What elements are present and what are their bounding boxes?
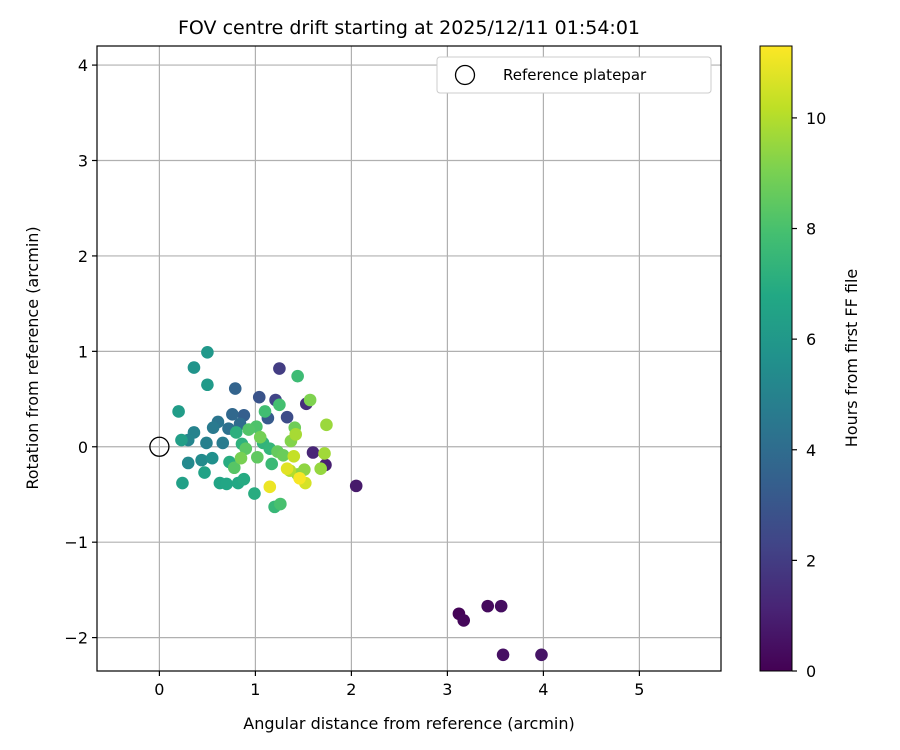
- x-tick-label: 5: [634, 680, 644, 699]
- scatter-point: [242, 423, 255, 436]
- scatter-point: [175, 433, 188, 447]
- x-tick-label: 2: [346, 680, 356, 699]
- chart-title: FOV centre drift starting at 2025/12/11 …: [178, 17, 640, 39]
- scatter-point: [187, 361, 201, 374]
- x-tick-label: 1: [250, 680, 260, 699]
- scatter-point: [176, 476, 189, 490]
- legend: Reference platepar: [436, 56, 712, 94]
- reference-marker: [149, 436, 170, 457]
- scatter-point: [293, 471, 306, 485]
- y-tick-label: −1: [64, 533, 88, 552]
- y-tick-label: −2: [64, 629, 88, 648]
- y-axis-ticks: −2 −1 0 1 2 3 4: [64, 56, 97, 648]
- colorbar-tick-label: 10: [806, 109, 826, 128]
- scatter-point: [276, 449, 290, 462]
- scatter-point: [280, 462, 294, 476]
- scatter-point: [227, 461, 241, 475]
- scatter-point: [228, 382, 242, 395]
- scatter-point: [216, 436, 230, 450]
- scatter-point: [320, 418, 333, 432]
- colorbar-tick-label: 4: [806, 441, 816, 460]
- y-axis-label: Rotation from reference (arcmin): [23, 226, 42, 489]
- scatter-point: [206, 421, 220, 434]
- data-points: [172, 345, 548, 662]
- scatter-point: [274, 497, 287, 511]
- scatter-point: [201, 378, 214, 392]
- scatter-point: [253, 430, 267, 444]
- y-tick-label: 3: [78, 152, 88, 171]
- legend-box: [436, 56, 712, 94]
- colorbar-tick-label: 6: [806, 330, 816, 349]
- scatter-point: [457, 614, 471, 627]
- scatter-point: [220, 477, 233, 491]
- y-tick-label: 2: [78, 247, 88, 266]
- colorbar: [759, 45, 793, 672]
- y-tick-label: 0: [78, 438, 88, 457]
- scatter-point: [248, 487, 261, 500]
- x-axis-ticks: 0 1 2 3 4 5: [154, 671, 644, 699]
- x-axis-label: Angular distance from reference (arcmin): [243, 714, 574, 733]
- x-tick-label: 3: [442, 680, 452, 699]
- scatter-point: [239, 442, 253, 455]
- scatter-point: [195, 453, 208, 467]
- scatter-point: [234, 451, 248, 465]
- scatter-point: [263, 480, 277, 494]
- scatter-point: [181, 456, 195, 470]
- x-tick-label: 0: [154, 680, 164, 699]
- colorbar-label: Hours from first FF file: [842, 269, 861, 448]
- scatter-point: [172, 405, 185, 418]
- scatter-point: [200, 436, 213, 450]
- scatter-point: [306, 446, 320, 459]
- scatter-point: [280, 410, 294, 424]
- legend-entry-label: Reference platepar: [503, 66, 647, 84]
- scatter-point: [198, 466, 211, 479]
- scatter-point: [289, 428, 303, 441]
- scatter-point: [535, 648, 548, 662]
- x-tick-label: 4: [538, 680, 548, 699]
- y-tick-label: 1: [78, 342, 88, 361]
- scatter-point: [205, 451, 219, 465]
- legend-marker: [454, 64, 476, 86]
- scatter-point: [251, 450, 264, 464]
- scatter-point: [201, 345, 214, 359]
- scatter-point: [265, 457, 279, 471]
- scatter-point: [318, 447, 331, 460]
- colorbar-ticks: 0 2 4 6 8 10: [792, 109, 826, 681]
- colorbar-tick-label: 8: [806, 220, 816, 239]
- scatter-point: [237, 472, 251, 486]
- grid: [97, 46, 721, 671]
- scatter-point: [314, 462, 327, 476]
- plot-frame: [96, 45, 722, 672]
- scatter-point: [226, 408, 239, 421]
- scatter-point: [494, 599, 508, 613]
- scatter-point: [349, 479, 363, 493]
- colorbar-tick-label: 2: [806, 551, 816, 570]
- scatter-point: [303, 393, 317, 407]
- scatter-point: [291, 369, 304, 383]
- scatter-point: [481, 599, 495, 613]
- scatter-point: [287, 450, 301, 463]
- colorbar-tick-label: 0: [806, 662, 816, 681]
- scatter-point: [496, 648, 510, 662]
- scatter-point: [252, 390, 266, 404]
- scatter-point: [229, 426, 243, 439]
- y-tick-label: 4: [78, 56, 88, 75]
- scatter-point: [273, 362, 286, 375]
- scatter-point: [273, 398, 286, 412]
- reference-point: [149, 436, 170, 457]
- scatter-point: [258, 405, 272, 418]
